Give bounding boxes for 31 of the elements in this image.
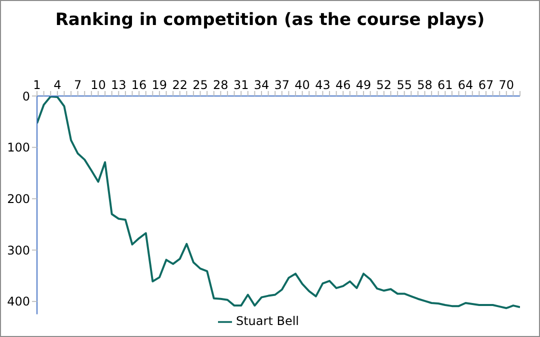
y-tick-label: 100 bbox=[7, 140, 30, 155]
x-tick-label: 49 bbox=[356, 78, 372, 92]
x-tick-label: 25 bbox=[192, 78, 208, 92]
x-tick-label: 34 bbox=[254, 78, 270, 92]
x-tick-label: 7 bbox=[74, 78, 82, 92]
y-tick-label: 400 bbox=[7, 294, 30, 309]
chart-title: Ranking in competition (as the course plays) bbox=[54, 10, 486, 30]
x-tick-label: 13 bbox=[110, 78, 126, 92]
x-tick-label: 55 bbox=[396, 78, 412, 92]
x-tick-label: 22 bbox=[172, 78, 188, 92]
x-tick-label: 70 bbox=[498, 78, 514, 92]
x-tick-label: 4 bbox=[54, 78, 62, 92]
x-tick-label: 1 bbox=[33, 78, 41, 92]
x-tick-label: 52 bbox=[376, 78, 392, 92]
x-tick-label: 28 bbox=[213, 78, 228, 92]
y-tick-label: 200 bbox=[7, 192, 30, 206]
x-tick-label: 61 bbox=[438, 78, 453, 92]
x-tick-label: 43 bbox=[315, 78, 330, 92]
x-tick-label: 31 bbox=[233, 78, 249, 92]
x-tick-label: 40 bbox=[294, 78, 310, 92]
x-tick-label: 58 bbox=[417, 78, 432, 92]
x-tick-label: 67 bbox=[478, 78, 494, 92]
y-tick-label: 0 bbox=[22, 89, 30, 104]
x-tick-label: 64 bbox=[458, 78, 474, 92]
x-tick-label: 16 bbox=[131, 78, 147, 92]
legend-label: Stuart Bell bbox=[236, 314, 300, 328]
x-tick-label: 37 bbox=[274, 78, 290, 92]
x-tick-label: 10 bbox=[90, 78, 106, 92]
y-tick-label: 300 bbox=[7, 243, 30, 258]
x-tick-label: 19 bbox=[152, 78, 168, 92]
x-tick-label: 46 bbox=[335, 78, 351, 92]
